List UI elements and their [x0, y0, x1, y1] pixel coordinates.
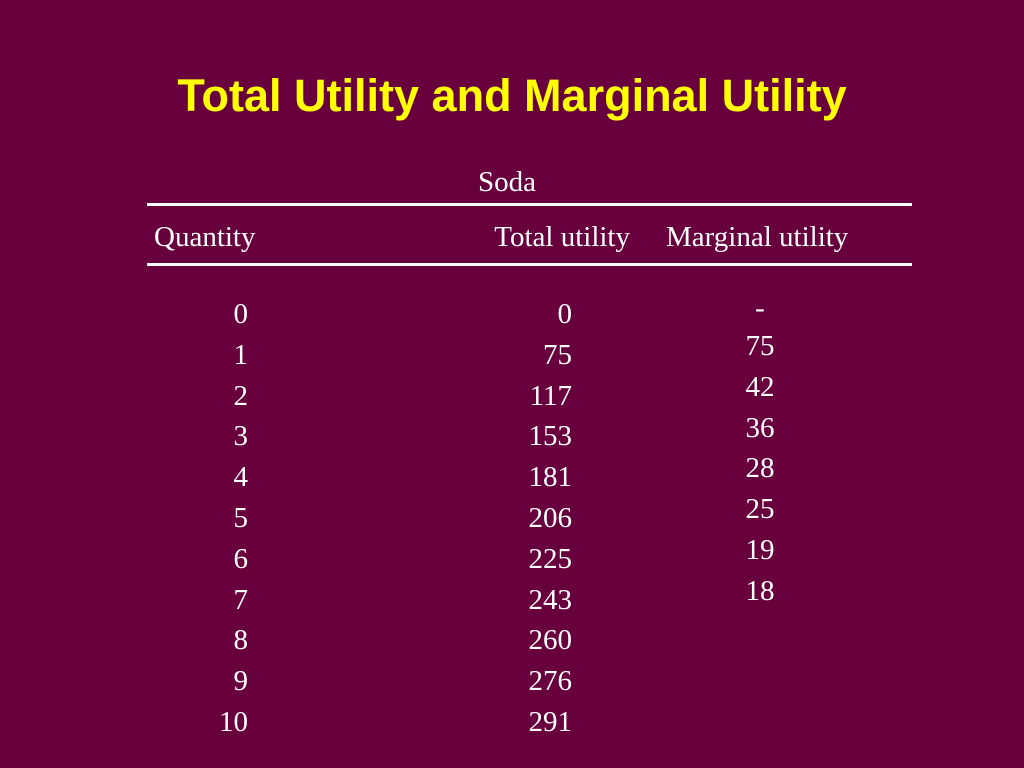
total-utility-cell: 117 — [529, 379, 572, 412]
marginal-utility-cell: 42 — [745, 370, 775, 403]
slide-title: Total Utility and Marginal Utility — [177, 70, 847, 121]
total-utility-cell: 75 — [543, 338, 572, 371]
total-utility-cell: 243 — [528, 583, 573, 616]
quantity-cell: 3 — [233, 420, 249, 453]
total-utility-cell: 276 — [528, 665, 573, 698]
quantity-cell: 7 — [233, 583, 249, 616]
total-utility-cell: 291 — [528, 705, 573, 738]
marginal-utility-column: - 75 42 36 28 25 19 18 — [720, 290, 800, 612]
marginal-utility-cell: 75 — [745, 330, 775, 362]
quantity-cell: 6 — [233, 542, 249, 575]
marginal-utility-cell: - — [755, 292, 765, 324]
quantity-cell: 9 — [233, 665, 249, 698]
quantity-cell: 0 — [233, 298, 249, 330]
total-utility-cell: 225 — [528, 542, 573, 575]
total-utility-cell: 260 — [528, 624, 573, 657]
table-top-rule — [147, 203, 912, 206]
quantity-cell: 5 — [233, 501, 249, 534]
total-utility-cell: 153 — [528, 420, 573, 453]
quantity-cell: 10 — [219, 705, 248, 738]
quantity-cell: 4 — [233, 461, 249, 494]
column-header-marginal-utility: Marginal utility — [666, 221, 849, 253]
quantity-cell: 1 — [233, 338, 249, 371]
marginal-utility-cell: 28 — [745, 452, 775, 485]
column-header-total-utility: Total utility — [494, 221, 630, 253]
total-utility-cell: 181 — [528, 461, 573, 494]
marginal-utility-cell: 36 — [745, 411, 775, 444]
quantity-cell: 2 — [233, 379, 249, 412]
marginal-utility-cell: 18 — [745, 574, 775, 607]
marginal-utility-cell: 19 — [745, 533, 775, 566]
column-header-quantity: Quantity — [154, 221, 256, 253]
total-utility-cell: 206 — [528, 501, 573, 534]
quantity-column: 0 1 2 3 4 5 6 7 8 9 10 — [168, 294, 248, 743]
table-header-rule — [147, 263, 912, 266]
marginal-utility-cell: 25 — [745, 493, 775, 526]
quantity-cell: 8 — [233, 624, 249, 657]
total-utility-column: 0 75 117 153 181 206 225 243 260 276 291 — [482, 294, 573, 743]
table-group-header: Soda — [478, 166, 536, 198]
total-utility-cell: 0 — [557, 298, 573, 330]
